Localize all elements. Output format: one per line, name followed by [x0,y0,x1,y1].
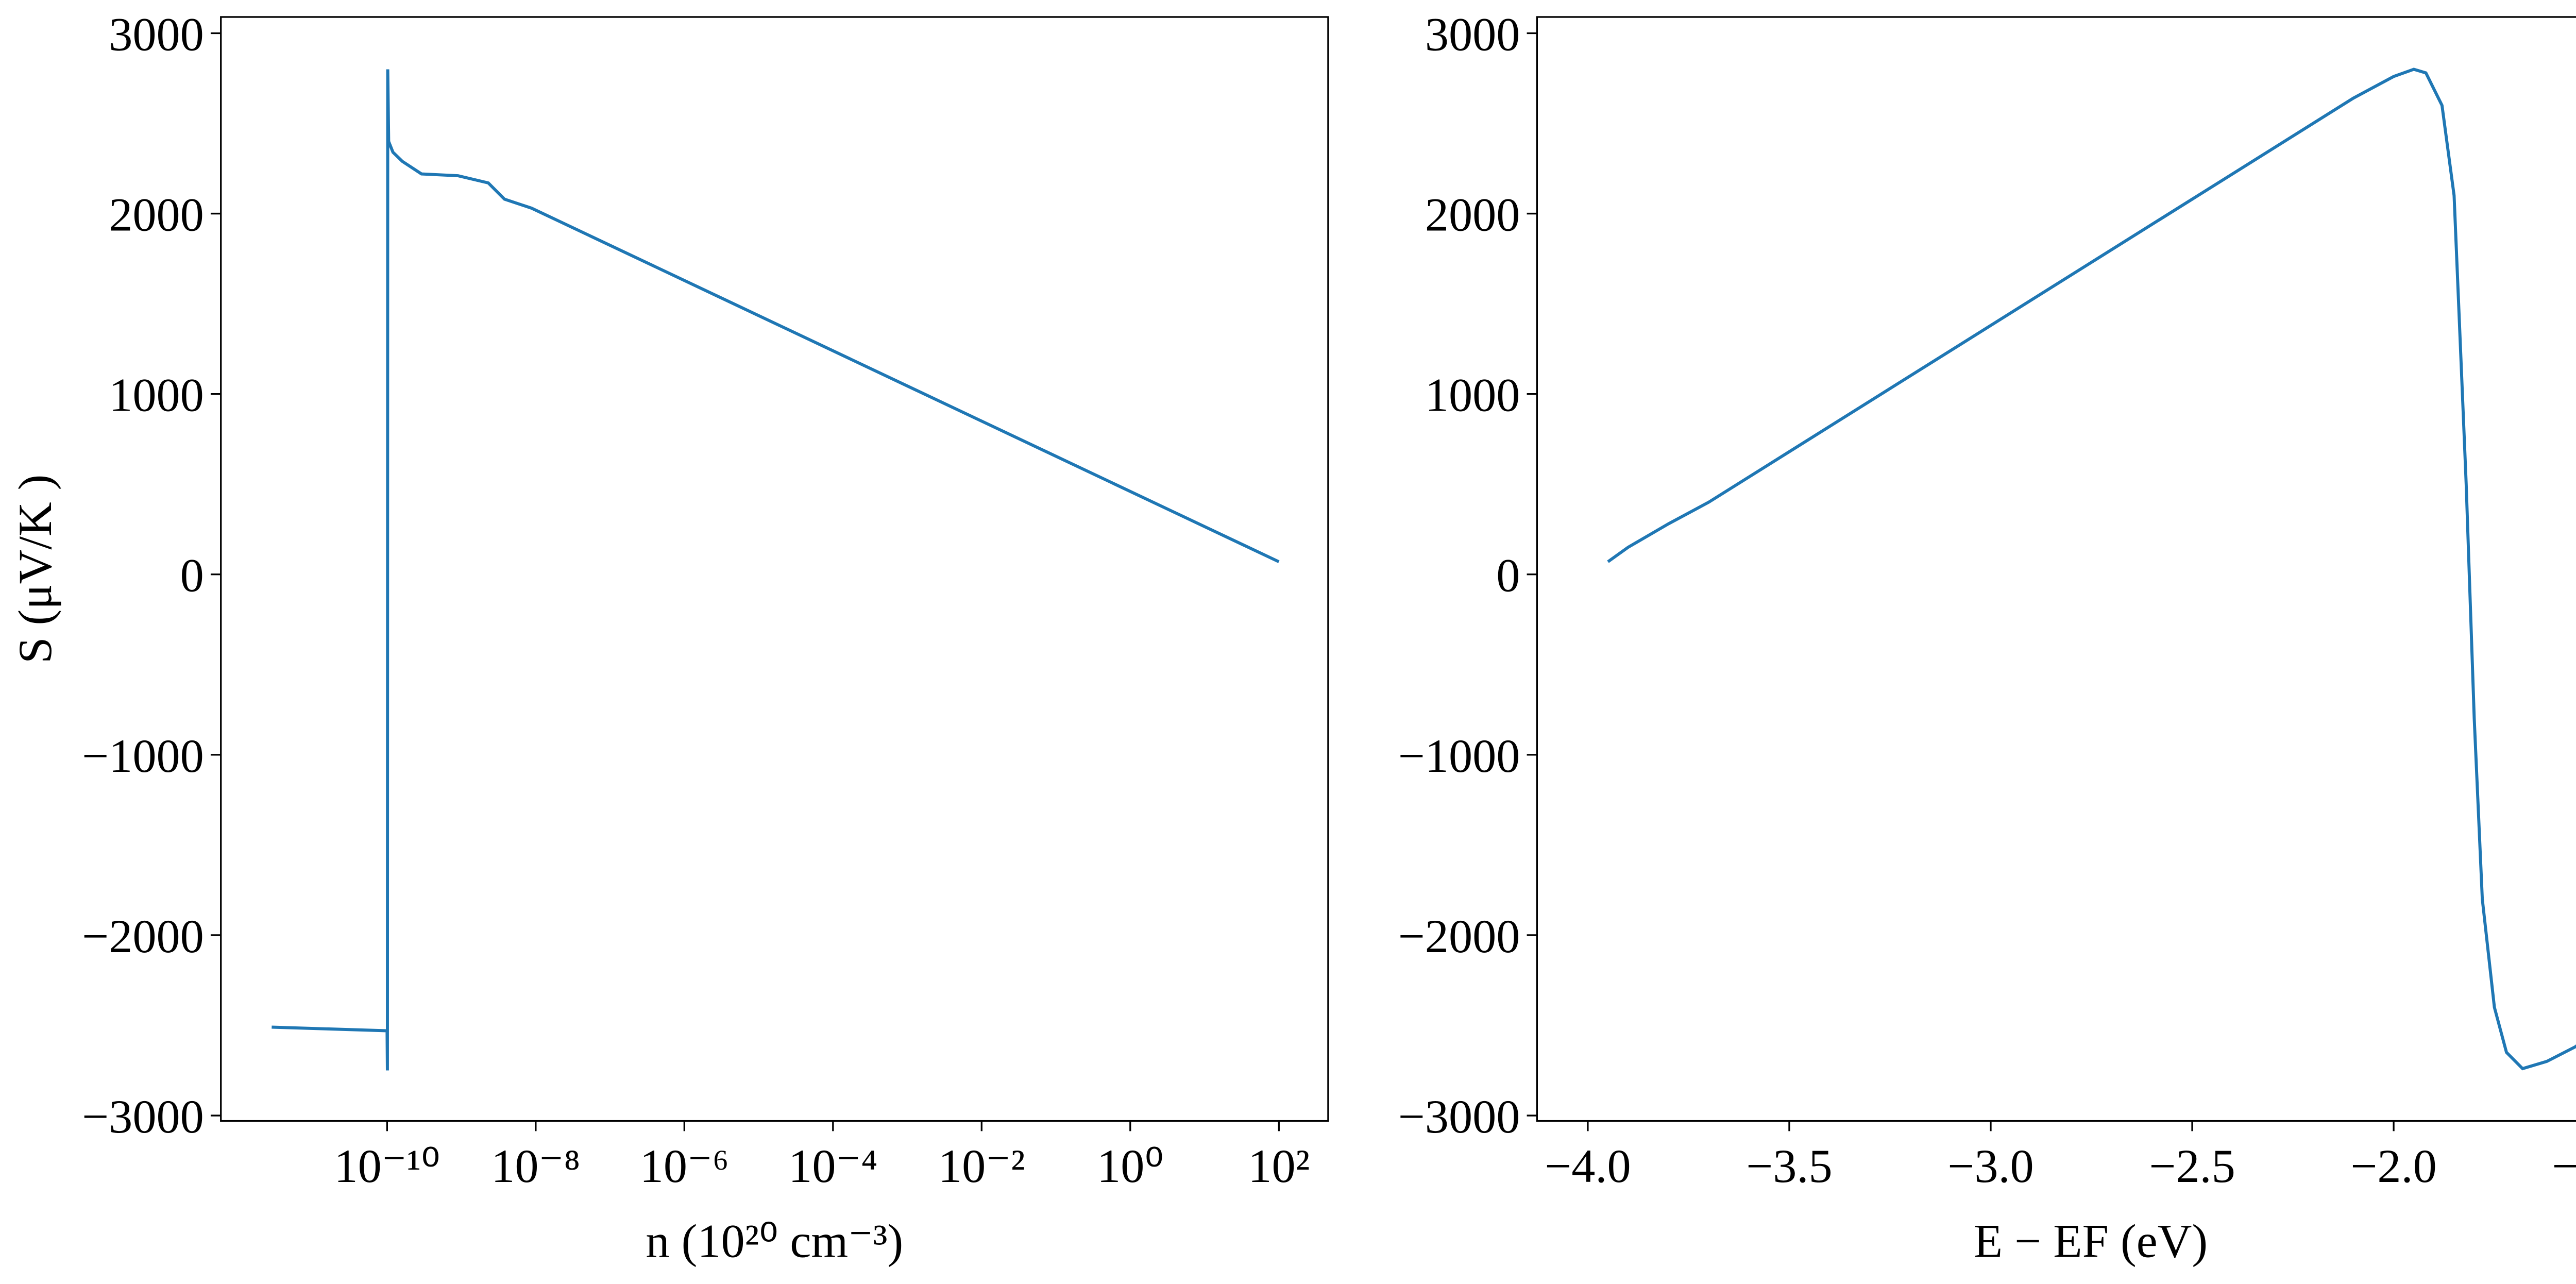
y-tick-label: 0 [1496,549,1520,602]
y-tick-label: −3000 [1398,1090,1520,1143]
x-tick-label: 10⁻⁸ [491,1140,580,1192]
x-tick-label: −2.5 [2149,1140,2235,1192]
y-tick-label: 3000 [109,8,204,60]
x-tick-label: −4.0 [1545,1140,1631,1192]
y-tick-label: −1000 [1398,730,1520,782]
y-tick-label: 1000 [1425,369,1520,421]
x-tick-label: 10⁻⁴ [788,1140,877,1192]
x-tick-label: −1.5 [2552,1140,2576,1192]
x-tick-label: −3.0 [1947,1140,2033,1192]
y-tick-label: 3000 [1425,8,1520,60]
x-tick-label: 10⁻² [938,1140,1025,1192]
y-axis-label: S (μV/K ) [9,475,61,664]
x-axis-label: E − EF (eV) [1974,1214,2208,1267]
x-tick-label: −3.5 [1746,1140,1832,1192]
y-tick-label: −2000 [1398,910,1520,962]
x-tick-label: 10² [1248,1140,1310,1192]
x-tick-label: 10⁻¹⁰ [334,1140,440,1192]
y-tick-label: 2000 [109,189,204,241]
plot-frame [1536,16,2576,1122]
x-axis-label: n (10²⁰ cm⁻³) [646,1214,903,1267]
y-tick-label: 1000 [109,369,204,421]
plot-frame [220,16,1329,1122]
y-tick-label: −1000 [82,730,204,782]
y-tick-label: 0 [180,549,204,602]
x-tick-label: 10⁰ [1097,1140,1163,1192]
x-tick-label: 10⁻⁶ [640,1140,729,1192]
y-tick-label: −2000 [82,910,204,962]
data-line [272,69,1280,1071]
data-line [1607,67,2576,1071]
x-tick-label: −2.0 [2350,1140,2436,1192]
y-tick-label: 2000 [1425,189,1520,241]
y-tick-label: −3000 [82,1090,204,1143]
